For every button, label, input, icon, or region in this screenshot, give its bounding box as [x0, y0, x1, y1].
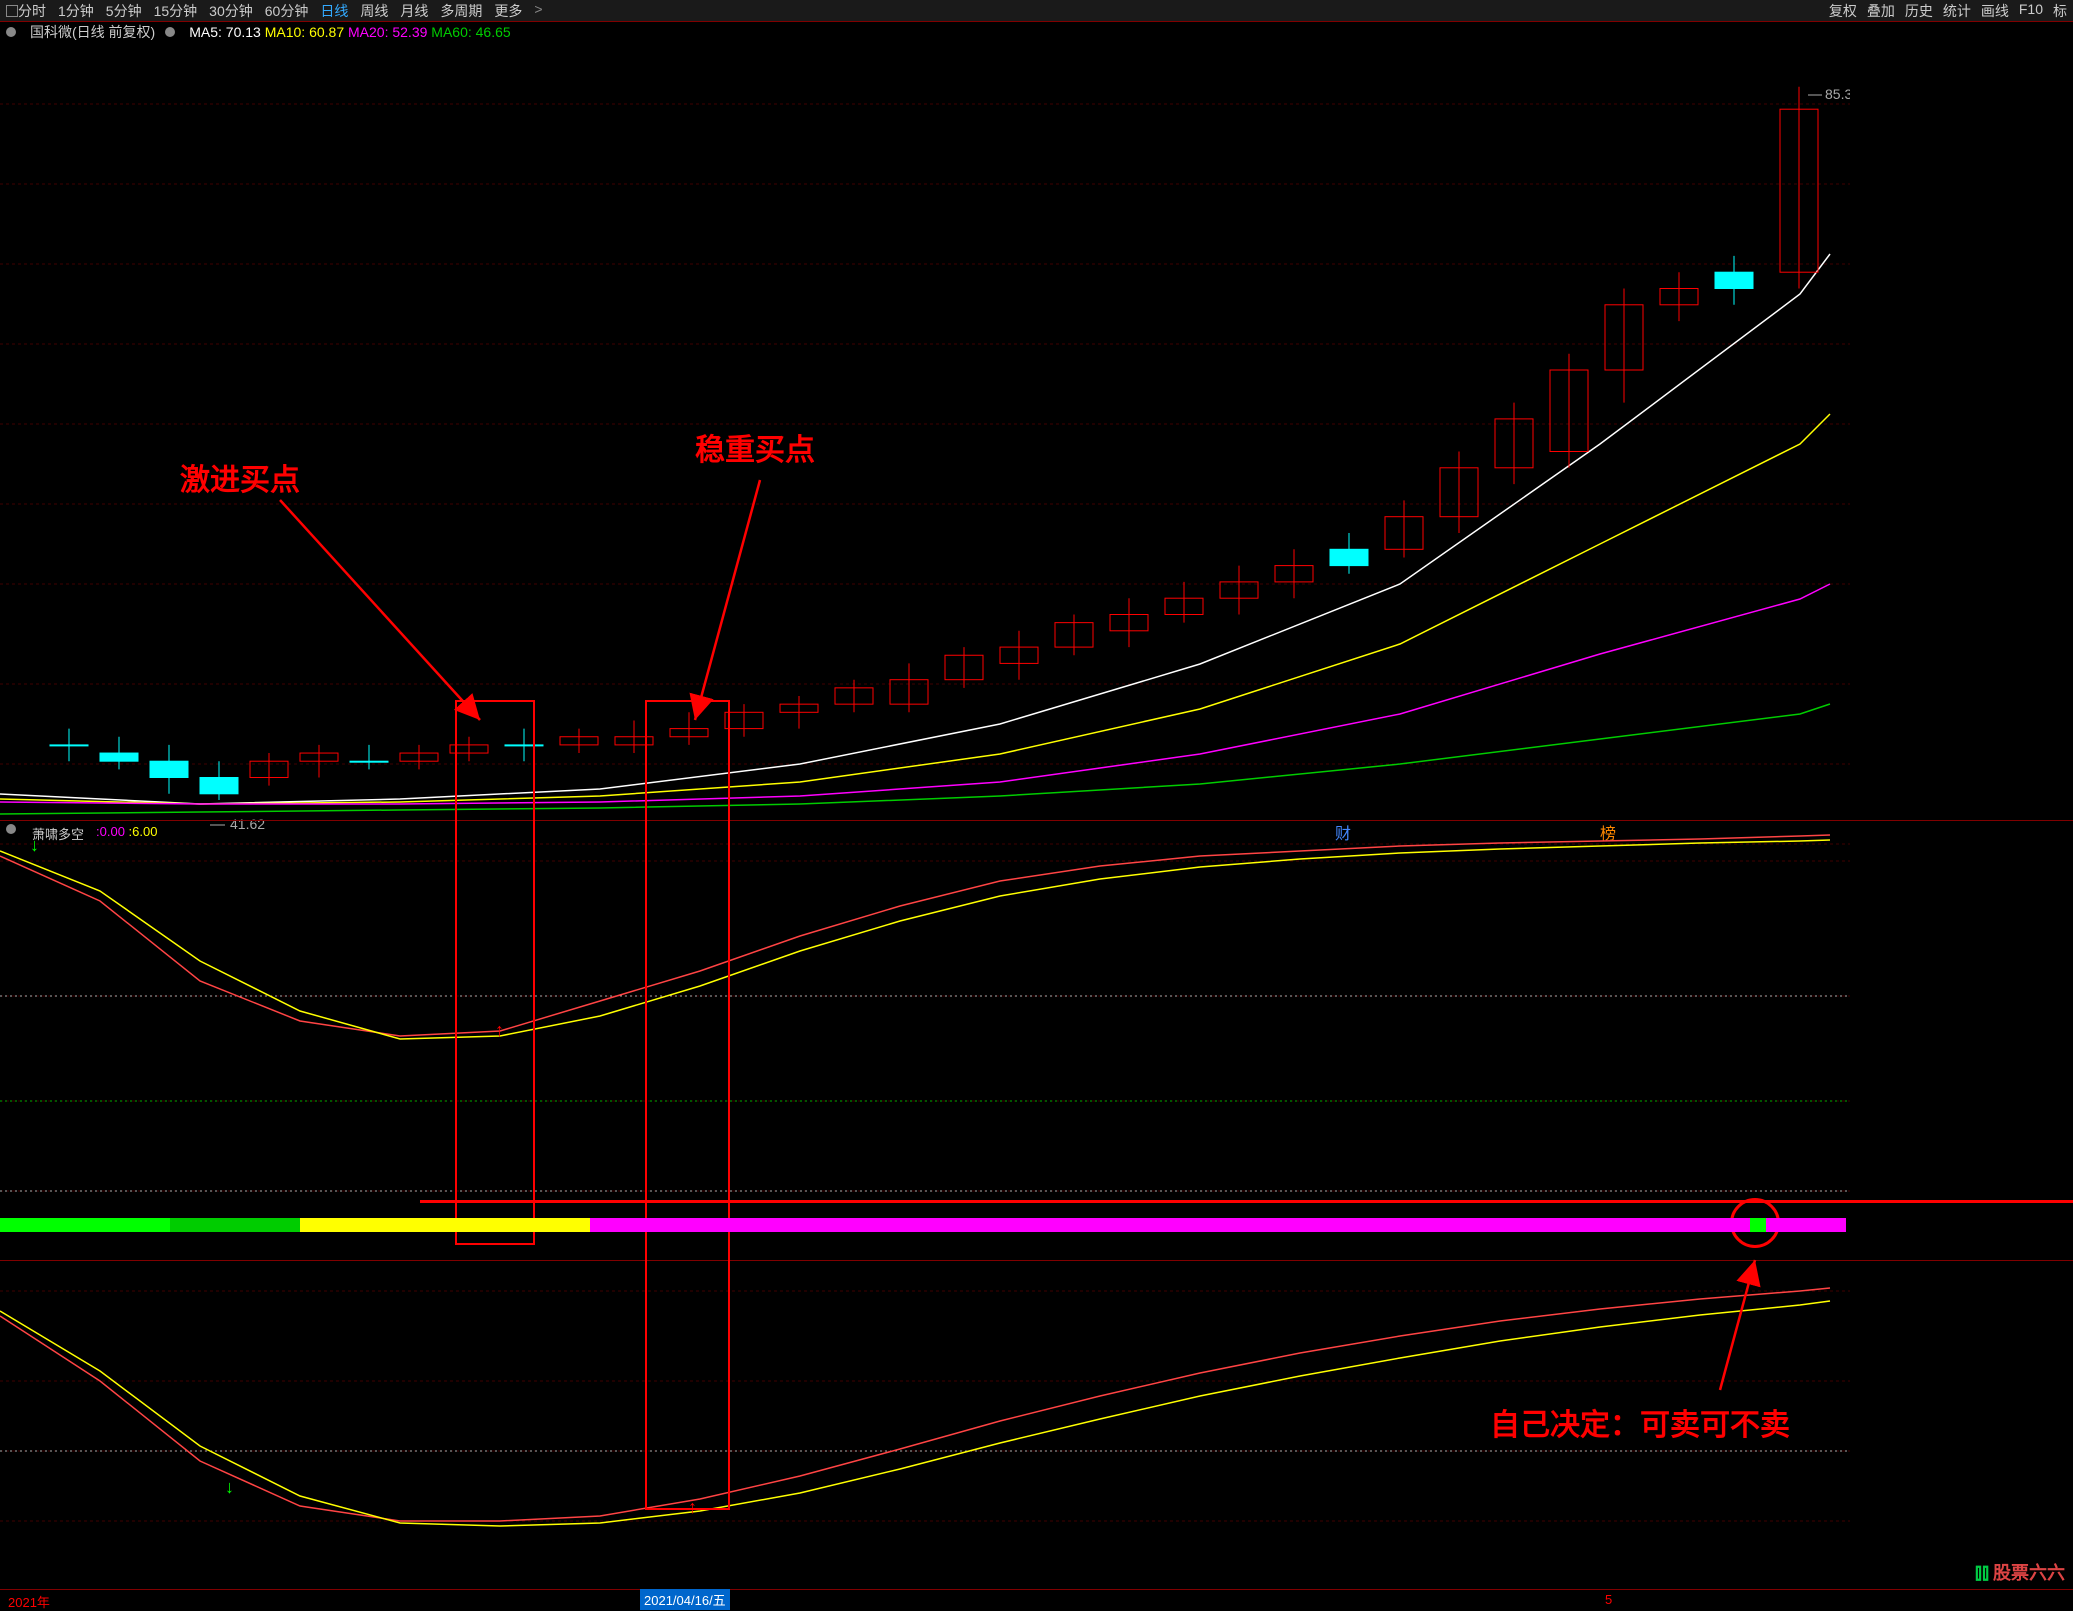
- signal-segment: [1750, 1218, 1766, 1232]
- annotation-box-1: [455, 700, 535, 1245]
- current-date-box: 2021/04/16/五: [640, 1589, 730, 1610]
- ma-dot: [165, 27, 175, 37]
- ma-labels: MA5: 70.13 MA10: 60.87 MA20: 52.39 MA60:…: [189, 24, 510, 40]
- watermark-icon: ⫾⫾: [1975, 1559, 1989, 1585]
- timeframe-5分钟[interactable]: 5分钟: [106, 1, 142, 21]
- watermark: ⫾⫾ 股票六六: [1975, 1559, 2065, 1585]
- main-chart-panel[interactable]: 85.3841.62财榜: [0, 44, 2073, 859]
- indicator1-panel[interactable]: ↓↑: [0, 820, 2073, 1220]
- timeframe-15分钟[interactable]: 15分钟: [154, 1, 198, 21]
- signal-segment: [1766, 1218, 1846, 1232]
- svg-text:85.38: 85.38: [1825, 86, 1850, 102]
- time-axis: 2021年 2021/04/16/五 5: [0, 1589, 2073, 1611]
- chart-info-row: 国科微(日线 前复权) MA5: 70.13 MA10: 60.87 MA20:…: [6, 22, 511, 42]
- signal-segment: [460, 1218, 590, 1232]
- annotation-steady-buy: 稳重买点: [695, 425, 815, 469]
- timeframe-多周期[interactable]: 多周期: [440, 1, 482, 21]
- ma-label: MA10: 60.87: [265, 24, 348, 40]
- toolbar-画线[interactable]: 画线: [1981, 1, 2009, 21]
- annotation-sell-decision: 自己决定：可卖可不卖: [1490, 1400, 1790, 1444]
- toolbar-叠加[interactable]: 叠加: [1867, 1, 1895, 21]
- timeframe-30分钟[interactable]: 30分钟: [209, 1, 253, 21]
- toolbar-历史[interactable]: 历史: [1905, 1, 1933, 21]
- svg-text:↓: ↓: [30, 835, 39, 855]
- toolbar-F10[interactable]: F10: [2019, 1, 2043, 21]
- toolbar-统计[interactable]: 统计: [1943, 1, 1971, 21]
- timeframe-1分钟[interactable]: 1分钟: [58, 1, 94, 21]
- toolbar-right: 复权叠加历史统计画线 F10 标: [1829, 1, 2067, 21]
- timeframe-60分钟[interactable]: 60分钟: [265, 1, 309, 21]
- timeframe-list: 分时1分钟5分钟15分钟30分钟60分钟日线周线月线多周期更多>: [18, 1, 1829, 21]
- timeframe-日线[interactable]: 日线: [320, 1, 348, 21]
- stock-name: 国科微(日线 前复权): [30, 22, 155, 42]
- signal-segment: [590, 1218, 1750, 1232]
- status-dot: [6, 27, 16, 37]
- month-marker: 5: [1605, 1592, 1612, 1607]
- ma-label: MA60: 46.65: [431, 24, 510, 40]
- timeframe-更多[interactable]: 更多: [494, 1, 522, 21]
- annotation-aggressive-buy: 激进买点: [180, 455, 300, 499]
- svg-text:↓: ↓: [225, 1477, 234, 1497]
- signal-segment: [170, 1218, 300, 1232]
- top-toolbar: 分时1分钟5分钟15分钟30分钟60分钟日线周线月线多周期更多> 复权叠加历史统…: [0, 0, 2073, 22]
- grid-icon[interactable]: [6, 5, 18, 17]
- watermark-text: 股票六六: [1993, 1559, 2065, 1585]
- ma-label: MA20: 52.39: [348, 24, 431, 40]
- toolbar-标[interactable]: 标: [2053, 1, 2067, 21]
- signal-segment: [0, 1218, 170, 1232]
- annotation-box-2: [645, 700, 730, 1510]
- year-label: 2021年: [8, 1595, 50, 1610]
- toolbar-复权[interactable]: 复权: [1829, 1, 1857, 21]
- timeframe-周线[interactable]: 周线: [360, 1, 388, 21]
- timeframe-月线[interactable]: 月线: [400, 1, 428, 21]
- timeframe-分时[interactable]: 分时: [18, 1, 46, 21]
- ma-label: MA5: 70.13: [189, 24, 265, 40]
- signal-segment: [300, 1218, 460, 1232]
